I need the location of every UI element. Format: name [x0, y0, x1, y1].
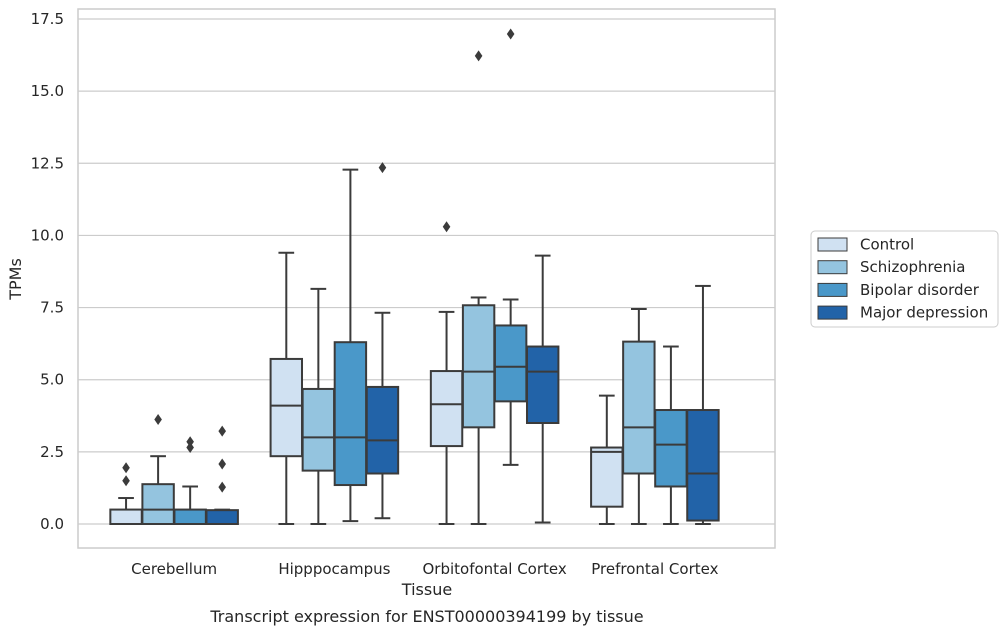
outlier-point	[218, 481, 226, 493]
box	[365, 385, 400, 475]
legend: Control Schizophrenia Bipolar disorder Majo…	[810, 230, 999, 328]
box-control	[429, 221, 464, 525]
box	[461, 304, 496, 429]
box	[109, 508, 143, 526]
legend-label: Schizophrenia	[860, 258, 965, 276]
legend-frame	[810, 230, 999, 328]
y-tick-label: 7.5	[40, 299, 64, 317]
legend-label: Bipolar disorder	[860, 281, 980, 299]
box-schizophrenia	[301, 287, 336, 525]
y-tick-label: 17.5	[31, 10, 64, 28]
x-tick-label: Prefrontal Cortex	[591, 560, 718, 578]
outlier-point	[122, 475, 130, 487]
outlier-point	[506, 28, 515, 40]
box	[525, 345, 560, 424]
box	[493, 324, 528, 403]
box	[686, 409, 720, 522]
x-tick-labels: Cerebellum Hipppocampus Orbitofontal Corte…	[131, 560, 718, 578]
outlier-point	[186, 436, 194, 448]
y-tick-label: 0.0	[40, 515, 64, 533]
legend-label: Major depression	[860, 304, 988, 322]
box-bipolar-disorder	[493, 28, 528, 466]
box-control	[109, 462, 143, 526]
box	[173, 508, 207, 526]
box	[590, 446, 624, 508]
box	[269, 357, 304, 458]
box	[654, 409, 688, 488]
box-schizophrenia	[461, 50, 496, 525]
box	[333, 341, 368, 487]
legend-swatch	[817, 237, 848, 252]
box	[301, 387, 336, 472]
x-tick-label: Hipppocampus	[278, 560, 390, 578]
outlier-point	[474, 50, 483, 62]
box-major-depression	[205, 425, 239, 525]
outlier-point	[378, 162, 387, 174]
x-tick-label: Cerebellum	[131, 560, 217, 578]
box-bipolar-disorder	[333, 168, 368, 523]
box	[205, 509, 239, 525]
box-control	[269, 251, 304, 525]
y-axis-label: TPMs	[6, 258, 25, 301]
box-control	[590, 394, 624, 525]
box-layer	[109, 28, 720, 526]
plot-frame	[77, 8, 776, 549]
y-tick-labels: 0.0 2.5 5.0 7.5 10.0 12.5 15.0 17.5	[31, 10, 64, 533]
x-axis-label: Tissue	[401, 580, 452, 599]
y-tick-label: 2.5	[40, 443, 64, 461]
legend-swatch	[817, 260, 848, 275]
box	[141, 483, 175, 526]
legend-swatch	[817, 282, 848, 297]
chart-caption: Transcript expression for ENST0000039419…	[209, 607, 643, 626]
outlier-point	[154, 414, 162, 426]
outlier-point	[218, 458, 226, 470]
y-tick-label: 12.5	[31, 154, 64, 172]
box-schizophrenia	[622, 308, 656, 525]
legend-label: Control	[860, 236, 914, 254]
box	[429, 370, 464, 448]
box-major-depression	[525, 254, 560, 524]
y-tick-label: 15.0	[31, 82, 64, 100]
box-schizophrenia	[141, 414, 175, 526]
outlier-point	[122, 462, 130, 474]
box	[622, 340, 656, 475]
x-tick-label: Orbitofontal Cortex	[423, 560, 567, 578]
box-bipolar-disorder	[173, 436, 207, 526]
box-major-depression	[365, 162, 400, 520]
legend-swatch	[817, 305, 848, 320]
y-tick-label: 10.0	[31, 226, 64, 244]
box-bipolar-disorder	[654, 345, 688, 525]
grid-layer	[78, 18, 775, 525]
y-tick-label: 5.0	[40, 371, 64, 389]
outlier-point	[442, 221, 451, 233]
box-major-depression	[686, 284, 720, 525]
outlier-point	[186, 442, 194, 454]
outlier-point	[218, 425, 226, 437]
